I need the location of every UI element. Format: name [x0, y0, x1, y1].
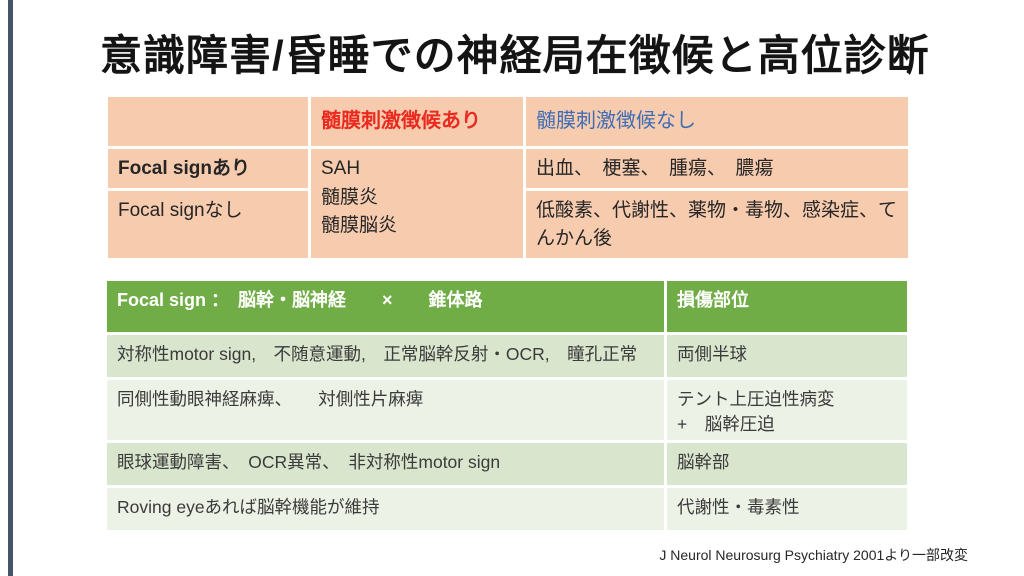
signs-cell: 対称性motor sign, 不随意運動, 正常脳幹反射・OCR, 瞳孔正常	[107, 335, 664, 377]
lesion-site-header: 損傷部位	[667, 281, 907, 332]
table-row: 眼球運動障害、 OCR異常、 非対称性motor sign 脳幹部	[107, 443, 907, 485]
site-cell: 脳幹部	[667, 443, 907, 485]
citation: J Neurol Neurosurg Psychiatry 2001より一部改変	[659, 547, 968, 563]
focal-sign-localization-table: Focal sign ： 脳幹・脳神経 × 錐体路 損傷部位 対称性motor …	[104, 278, 910, 533]
table-row: Focal signなし 低酸素、代謝性、薬物・毒物、感染症、てんかん後	[108, 190, 908, 258]
focal-no-meningeal-no-cell: 低酸素、代謝性、薬物・毒物、感染症、てんかん後	[526, 190, 908, 258]
focal-sign-yes-label: Focal signあり	[108, 149, 308, 188]
table-row: 対称性motor sign, 不随意運動, 正常脳幹反射・OCR, 瞳孔正常 両…	[107, 335, 907, 377]
site-cell: テント上圧迫性病変 + 脳幹圧迫	[667, 380, 907, 440]
left-accent-bar	[8, 0, 13, 576]
focal-sign-header: Focal sign ： 脳幹・脳神経 × 錐体路	[107, 281, 664, 332]
signs-cell: 同側性動眼神経麻痺、 対側性片麻痺	[107, 380, 664, 440]
signs-cell: 眼球運動障害、 OCR異常、 非対称性motor sign	[107, 443, 664, 485]
table-row: 髄膜刺激徴候あり 髄膜刺激徴候なし	[108, 97, 908, 146]
table-row: Focal sign ： 脳幹・脳神経 × 錐体路 損傷部位	[107, 281, 907, 332]
table-row: Focal signあり SAH 髄膜炎 髄膜脳炎 出血、 梗塞、 腫瘍、 膿瘍	[108, 149, 908, 258]
page-title: 意識障害/昏睡での神経局在徴候と高位診断	[100, 32, 930, 79]
meningeal-no-header: 髄膜刺激徴候なし	[526, 97, 908, 146]
table-row: Roving eyeあれば脳幹機能が維持 代謝性・毒素性	[107, 488, 907, 530]
site-cell: 代謝性・毒素性	[667, 488, 907, 530]
site-cell: 両側半球	[667, 335, 907, 377]
signs-cell: Roving eyeあれば脳幹機能が維持	[107, 488, 664, 530]
focal-yes-meningeal-no-cell: 出血、 梗塞、 腫瘍、 膿瘍	[526, 149, 908, 188]
meningeal-signs-table: 髄膜刺激徴候あり 髄膜刺激徴候なし Focal signあり SAH 髄膜炎 髄…	[105, 94, 911, 261]
meningeal-yes-header: 髄膜刺激徴候あり	[311, 97, 523, 146]
meningeal-table-corner-cell	[108, 97, 308, 146]
focal-sign-no-label: Focal signなし	[108, 190, 308, 258]
meningeal-yes-causes-cell: SAH 髄膜炎 髄膜脳炎	[311, 149, 523, 258]
table-row: 同側性動眼神経麻痺、 対側性片麻痺 テント上圧迫性病変 + 脳幹圧迫	[107, 380, 907, 440]
